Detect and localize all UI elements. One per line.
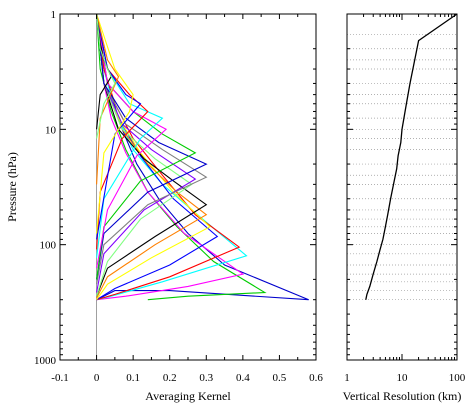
y-tick-label: 10 bbox=[45, 124, 57, 136]
kernel-series-line-3 bbox=[96, 13, 245, 301]
x-tick-label: 0.5 bbox=[273, 372, 287, 384]
right-plot-frame bbox=[346, 13, 458, 361]
kernel-series-line-18 bbox=[96, 13, 142, 240]
kernel-series-line-2 bbox=[96, 13, 267, 301]
kernel-series-line-14 bbox=[96, 13, 197, 280]
kernel-series-line-20 bbox=[96, 13, 120, 185]
y-axis-label: Pressure (hPa) bbox=[5, 152, 19, 222]
kernel-series-line-22 bbox=[96, 13, 116, 139]
y-tick-label: 1000 bbox=[34, 355, 57, 367]
kernel-series-line-4 bbox=[96, 13, 248, 301]
kernel-series-line-19 bbox=[96, 13, 134, 234]
averaging-kernel-panel bbox=[59, 13, 317, 361]
x-tick-label: 1 bbox=[344, 372, 350, 384]
kernel-series-line-5 bbox=[96, 13, 241, 301]
x-tick-label: 0.6 bbox=[309, 372, 323, 384]
y-tick-label: 1 bbox=[51, 9, 57, 21]
x-tick-label: 0.1 bbox=[126, 372, 140, 384]
x-tick-label: 0.2 bbox=[163, 372, 177, 384]
x-tick-label: 0 bbox=[94, 372, 100, 384]
vertical-resolution-panel bbox=[346, 13, 458, 361]
x-tick-label: 10 bbox=[397, 372, 409, 384]
x-tick-label: 100 bbox=[449, 372, 466, 384]
x-tick-label: 0.3 bbox=[199, 372, 213, 384]
y-tick-label: 100 bbox=[40, 240, 57, 252]
x-tick-label: 0.4 bbox=[236, 372, 250, 384]
vertical-resolution-line bbox=[365, 13, 458, 300]
x-axis-label: Averaging Kernel bbox=[145, 389, 231, 403]
x-axis-label: Vertical Resolution (km) bbox=[343, 389, 462, 403]
kernel-series-line-13 bbox=[96, 13, 208, 280]
x-tick-label: -0.1 bbox=[51, 372, 68, 384]
